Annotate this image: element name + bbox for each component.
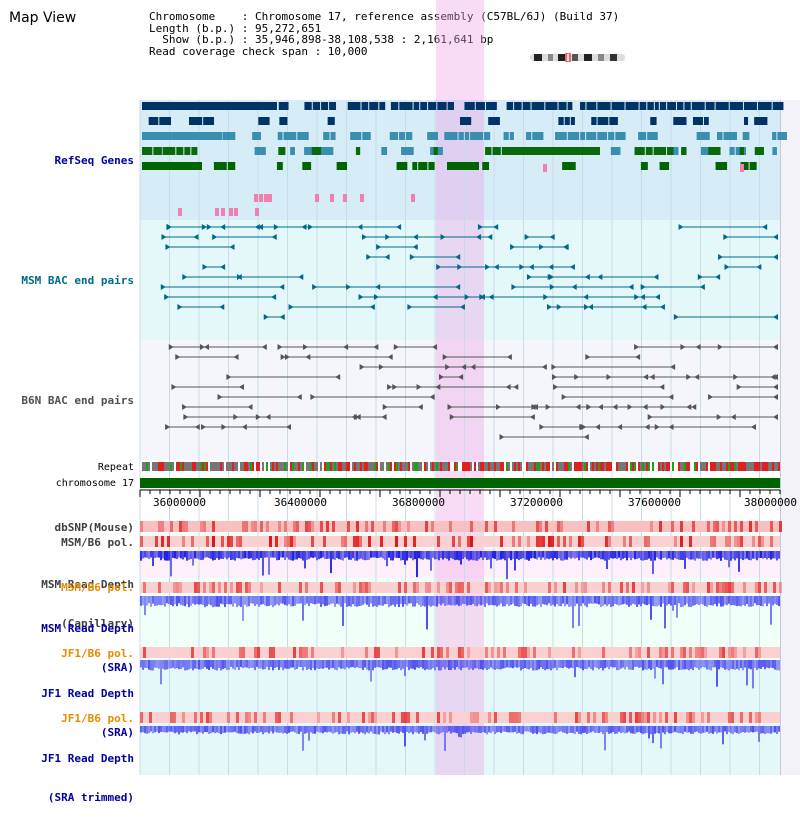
label-msm-depth-capillary[interactable]: MSM Read Depth (Capillary) [0,552,134,643]
label-jf1-depth-sra[interactable]: JF1 Read Depth (SRA) [0,661,134,752]
chromosome-ideogram[interactable] [530,53,625,62]
label-msm-depth-capillary-line2: (Capillary) [61,617,134,630]
label-msm-depth-sra-line1: MSM Read Depth [41,622,134,635]
label-repeat[interactable]: Repeat [97,462,134,473]
label-jf1-depth-sra-line1: JF1 Read Depth [41,687,134,700]
axis-tick-label: 36800000 [392,496,445,509]
track-features [140,102,787,751]
chromosome-info: Chromosome : Chromosome 17, reference as… [149,11,619,57]
axis-tick-label: 36000000 [153,496,206,509]
label-jf1-depth-sra-line2: (SRA) [100,726,134,739]
info-line-show: Show (b.p.) : 35,946,898-38,108,538 : 2,… [149,33,494,46]
label-jf1-depth-trimmed-line2: (SRA trimmed) [47,791,134,804]
label-msm-bac[interactable]: MSM BAC end pairs [21,274,134,287]
b6n-bac-band [140,340,780,460]
axis-tick-label: 36400000 [274,496,327,509]
scrollbar-track[interactable] [780,100,800,775]
label-msm-depth-sra[interactable]: MSM Read Depth (SRA) [0,596,134,687]
info-line-coverage: Read coverage check span : 10,000 [149,44,368,58]
chromosome-bar[interactable] [140,478,780,488]
info-line-length: Length (b.p.) : 95,272,651 [149,21,322,35]
label-dbsnp[interactable]: dbSNP(Mouse) [54,521,134,534]
info-line-chromosome: Chromosome : Chromosome 17, reference as… [149,10,620,23]
label-msm-b6-pol-1[interactable]: MSM/B6 pol. [61,536,134,549]
label-jf1-depth-trimmed-line1: JF1 Read Depth [41,752,134,765]
window-title: Map View [9,10,77,26]
label-refseq-genes[interactable]: RefSeq Genes [54,154,134,167]
label-msm-depth-capillary-line1: MSM Read Depth [41,578,134,591]
axis-tick-label: 37200000 [510,496,563,509]
label-jf1-b6-pol-2[interactable]: JF1/B6 pol. [61,712,134,725]
label-chromosome[interactable]: chromosome 17 [55,478,134,489]
label-msm-b6-pol-2[interactable]: MSM/B6 pol. [61,581,134,594]
label-msm-depth-sra-line2: (SRA) [100,661,134,674]
axis-tick-label: 37600000 [628,496,681,509]
axis-tick-label: 38000000 [744,496,797,509]
label-jf1-depth-trimmed[interactable]: JF1 Read Depth (SRA trimmed) [0,726,134,817]
msm-bac-band [140,220,780,340]
label-jf1-b6-pol-1[interactable]: JF1/B6 pol. [61,647,134,660]
label-b6n-bac[interactable]: B6N BAC end pairs [21,394,134,407]
